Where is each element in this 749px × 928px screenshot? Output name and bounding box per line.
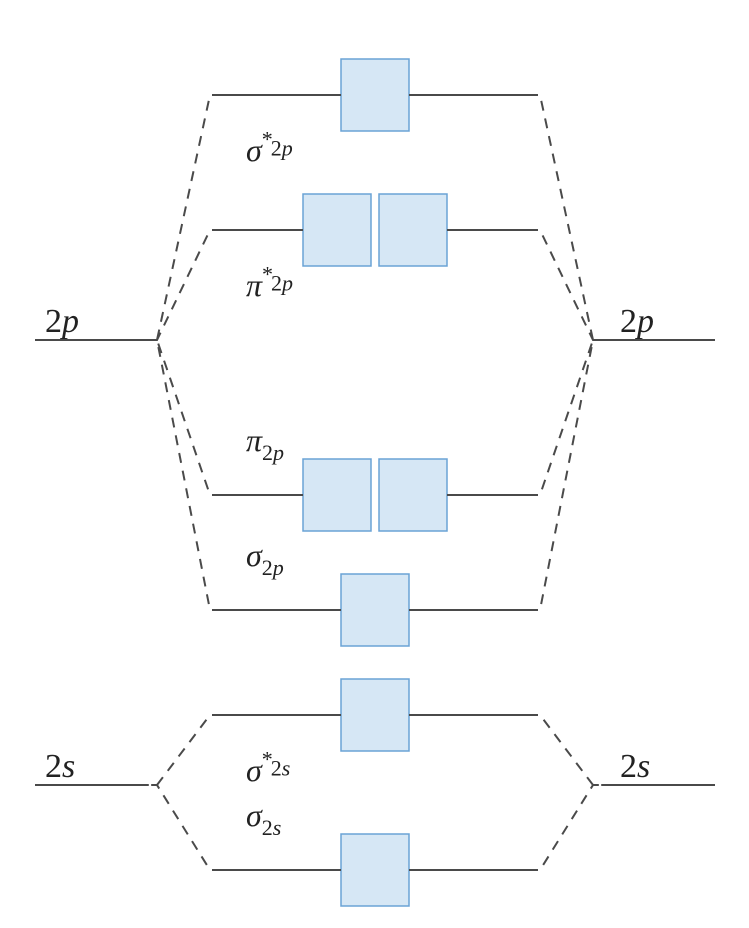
correlation-s_right-sigma_2s	[528, 785, 605, 870]
correlation-p_left-pi_star_2p	[145, 230, 222, 340]
correlation-lines-layer	[145, 95, 605, 870]
ao-label-2p-right: 2p	[620, 303, 654, 340]
correlation-p_right-sigma_star_2p	[528, 95, 605, 340]
mo-label-pi_2p: π2p	[246, 422, 284, 465]
orbital-box-pi_2p-2	[379, 459, 447, 531]
ao-label-2s-left: 2s	[45, 748, 75, 785]
orbital-box-sigma_star_2s	[341, 679, 409, 751]
mo-diagram: 2p 2p 2s 2s σ*2p π*2p π2p σ2p σ*2s σ2s	[0, 0, 749, 928]
orbital-box-sigma_2s	[341, 834, 409, 906]
correlation-p_right-pi_star_2p	[528, 230, 605, 340]
correlation-s_right-sigma_star_2s	[528, 715, 605, 785]
mo-label-sigma_2s: σ2s	[246, 797, 281, 840]
ao-label-2s-right: 2s	[620, 748, 650, 785]
orbital-box-pi_star_2p-1	[303, 194, 371, 266]
correlation-p_left-sigma_2p	[145, 340, 222, 610]
mo-label-sigma_star_2s: σ*2s	[246, 747, 290, 788]
correlation-p_left-sigma_star_2p	[145, 95, 222, 340]
ao-label-2p-left: 2p	[45, 303, 79, 340]
molecular-orbitals-layer	[222, 59, 528, 906]
orbital-box-sigma_2p	[341, 574, 409, 646]
correlation-s_left-sigma_2s	[145, 785, 222, 870]
orbital-box-sigma_star_2p	[341, 59, 409, 131]
mo-label-sigma_2p: σ2p	[246, 537, 284, 580]
correlation-s_left-sigma_star_2s	[145, 715, 222, 785]
mo-label-pi_star_2p: π*2p	[246, 262, 293, 303]
mo-label-sigma_star_2p: σ*2p	[246, 127, 293, 168]
orbital-box-pi_star_2p-2	[379, 194, 447, 266]
correlation-p_right-sigma_2p	[528, 340, 605, 610]
orbital-box-pi_2p-1	[303, 459, 371, 531]
